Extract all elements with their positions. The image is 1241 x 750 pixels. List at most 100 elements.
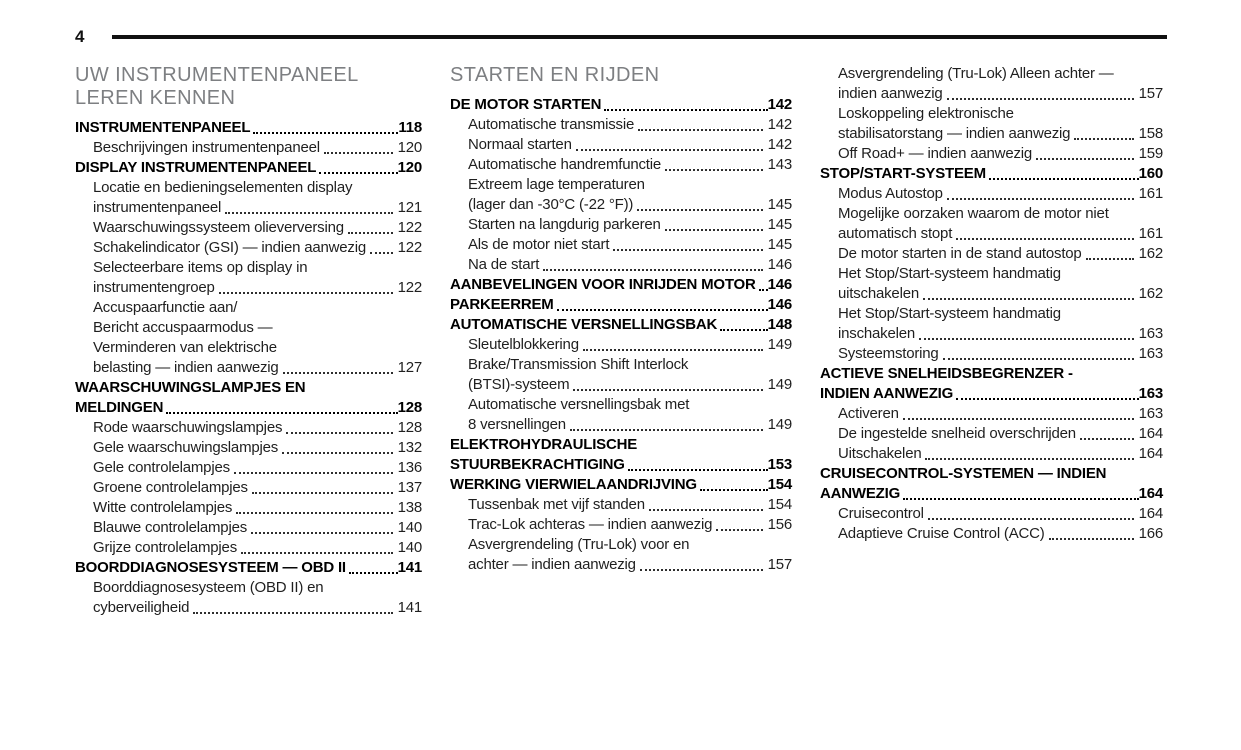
dotted-leader bbox=[627, 469, 768, 471]
dotted-leader bbox=[556, 309, 768, 311]
dotted-leader bbox=[648, 509, 763, 511]
toc-entry: Grijze controlelampjes 140 bbox=[75, 538, 422, 558]
toc-entry-title: PARKEERREM bbox=[450, 296, 554, 313]
toc-entry: cyberveiligheid 141 bbox=[75, 598, 422, 618]
toc-entry-title: (BTSI)-systeem bbox=[468, 376, 570, 393]
toc-entry-title: Mogelijke oorzaken waarom de motor niet bbox=[838, 205, 1109, 222]
toc-entry-title: Asvergrendeling (Tru-Lok) voor en bbox=[468, 536, 690, 553]
toc-entry: WAARSCHUWINGSLAMPJES EN bbox=[75, 378, 422, 398]
toc-entry: (lager dan -30°C (-22 °F)) 145 bbox=[450, 195, 792, 215]
dotted-leader bbox=[637, 209, 763, 211]
toc-entry-title: De motor starten in de stand autostop bbox=[838, 245, 1082, 262]
toc-entry-page: 160 bbox=[1138, 165, 1164, 182]
toc-entry-title: Bericht accuspaarmodus — bbox=[93, 319, 273, 336]
toc-entry: Waarschuwingssysteem olieverversing 122 bbox=[75, 218, 422, 238]
dotted-leader bbox=[1085, 258, 1134, 260]
toc-entry: instrumentengroep 122 bbox=[75, 278, 422, 298]
toc-entry-title: Asvergrendeling (Tru-Lok) Alleen achter … bbox=[838, 65, 1114, 82]
dotted-leader bbox=[233, 472, 393, 474]
toc-entry: AANBEVELINGEN VOOR INRIJDEN MOTOR 146 bbox=[450, 275, 792, 295]
toc-entry-title: Na de start bbox=[468, 256, 540, 273]
toc-entry-title: Accuspaarfunctie aan/ bbox=[93, 299, 238, 316]
toc-entry: Brake/Transmission Shift Interlock bbox=[450, 355, 792, 375]
toc-entry-title: MELDINGEN bbox=[75, 399, 164, 416]
toc-entry-title: uitschakelen bbox=[838, 285, 919, 302]
toc-entry-title: Modus Autostop bbox=[838, 185, 943, 202]
toc-entry-page: 161 bbox=[1138, 185, 1164, 202]
dotted-leader bbox=[927, 518, 1134, 520]
toc-entry: Adaptieve Cruise Control (ACC) 166 bbox=[820, 524, 1163, 544]
toc-entry-title: CRUISECONTROL-SYSTEMEN — INDIEN bbox=[820, 465, 1107, 482]
toc-entry-title: Activeren bbox=[838, 405, 899, 422]
toc-entry: instrumentenpaneel 121 bbox=[75, 198, 422, 218]
dotted-leader bbox=[664, 229, 763, 231]
toc-entry-title: STUURBEKRACHTIGING bbox=[450, 456, 625, 473]
toc-entry-page: 153 bbox=[767, 456, 793, 473]
toc-entry: ELEKTROHYDRAULISCHE bbox=[450, 435, 792, 455]
toc-entry: Locatie en bedieningselementen display bbox=[75, 178, 422, 198]
toc-entry-title: Witte controlelampjes bbox=[93, 499, 233, 516]
toc-entry: Trac-Lok achteras — indien aanwezig 156 bbox=[450, 515, 792, 535]
toc-entry: AANWEZIG 164 bbox=[820, 484, 1163, 504]
dotted-leader bbox=[956, 238, 1134, 240]
section-heading: STARTEN EN RIJDEN bbox=[450, 64, 660, 86]
toc-entry-title: Cruisecontrol bbox=[838, 505, 924, 522]
toc-entry-page: 162 bbox=[1138, 285, 1164, 302]
page-header: 4 bbox=[0, 0, 1241, 45]
toc-entry-page: 136 bbox=[397, 459, 423, 476]
toc-entry-page: 145 bbox=[767, 236, 793, 253]
toc-entry-title: Uitschakelen bbox=[838, 445, 922, 462]
dotted-leader bbox=[956, 398, 1139, 400]
toc-entry: indien aanwezig 157 bbox=[820, 84, 1163, 104]
toc-entry-page: 120 bbox=[397, 159, 423, 176]
toc-entry-title: DE MOTOR STARTEN bbox=[450, 96, 602, 113]
dotted-leader bbox=[348, 572, 398, 574]
toc-entry-page: 161 bbox=[1138, 225, 1164, 242]
toc-entry-page: 140 bbox=[397, 519, 423, 536]
toc-entry-page: 163 bbox=[1138, 385, 1164, 402]
toc-entry: Automatische transmissie 142 bbox=[450, 115, 792, 135]
toc-entry: Asvergrendeling (Tru-Lok) Alleen achter … bbox=[820, 64, 1163, 84]
toc-entry-title: belasting — indien aanwezig bbox=[93, 359, 279, 376]
toc-entry-title: AANWEZIG bbox=[820, 485, 901, 502]
header-rule bbox=[112, 34, 1167, 39]
toc-entry: Gele controlelampjes 136 bbox=[75, 458, 422, 478]
toc-entry-title: inschakelen bbox=[838, 325, 916, 342]
toc-entry-title: Waarschuwingssysteem olieverversing bbox=[93, 219, 344, 236]
toc-entry-page: 128 bbox=[397, 399, 423, 416]
toc-entry-title: Adaptieve Cruise Control (ACC) bbox=[838, 525, 1045, 542]
toc-entry: Blauwe controlelampjes 140 bbox=[75, 518, 422, 538]
toc-entry-page: 164 bbox=[1138, 445, 1164, 462]
toc-entry: Tussenbak met vijf standen 154 bbox=[450, 495, 792, 515]
toc-entry-title: Groene controlelampjes bbox=[93, 479, 248, 496]
page-number: 4 bbox=[75, 27, 85, 46]
toc-entry: Asvergrendeling (Tru-Lok) voor en bbox=[450, 535, 792, 555]
toc-entry-title: (lager dan -30°C (-22 °F)) bbox=[468, 196, 634, 213]
dotted-leader bbox=[251, 492, 393, 494]
dotted-leader bbox=[639, 569, 763, 571]
toc-entry-page: 137 bbox=[397, 479, 423, 496]
toc-entry: WERKING VIERWIELAANDRIJVING 154 bbox=[450, 475, 792, 495]
toc-entry-page: 132 bbox=[397, 439, 423, 456]
toc-entry-title: WERKING VIERWIELAANDRIJVING bbox=[450, 476, 697, 493]
toc-entry-page: 146 bbox=[767, 256, 793, 273]
toc-entry-title: Starten na langdurig parkeren bbox=[468, 216, 661, 233]
dotted-leader bbox=[347, 232, 393, 234]
toc-entry: Het Stop/Start-systeem handmatig bbox=[820, 264, 1163, 284]
toc-entry-title: Verminderen van elektrische bbox=[93, 339, 277, 356]
dotted-leader bbox=[282, 452, 393, 454]
dotted-leader bbox=[543, 269, 763, 271]
toc-entry-title: Grijze controlelampjes bbox=[93, 539, 237, 556]
toc-entry-page: 142 bbox=[767, 96, 793, 113]
toc-entry: Groene controlelampjes 137 bbox=[75, 478, 422, 498]
toc-entry-title: indien aanwezig bbox=[838, 85, 943, 102]
toc-columns: UW INSTRUMENTENPANEEL LEREN KENNEN INSTRU… bbox=[0, 45, 1241, 618]
dotted-leader bbox=[218, 292, 393, 294]
toc-entry-title: Tussenbak met vijf standen bbox=[468, 496, 645, 513]
toc-entry-page: 157 bbox=[767, 556, 793, 573]
toc-entry-page: 140 bbox=[397, 539, 423, 556]
toc-entry-page: 164 bbox=[1138, 505, 1164, 522]
toc-entry-page: 146 bbox=[767, 296, 793, 313]
toc-entry-title: Automatische versnellingsbak met bbox=[468, 396, 690, 413]
